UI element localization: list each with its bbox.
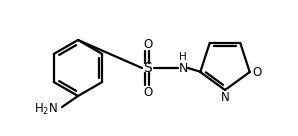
Text: N: N — [221, 91, 229, 104]
Text: O: O — [253, 66, 262, 78]
Text: H$_2$N: H$_2$N — [34, 101, 58, 117]
Text: H: H — [179, 52, 187, 62]
Text: O: O — [143, 86, 153, 98]
Text: N: N — [178, 61, 188, 75]
Text: O: O — [143, 38, 153, 50]
Text: S: S — [144, 61, 152, 75]
